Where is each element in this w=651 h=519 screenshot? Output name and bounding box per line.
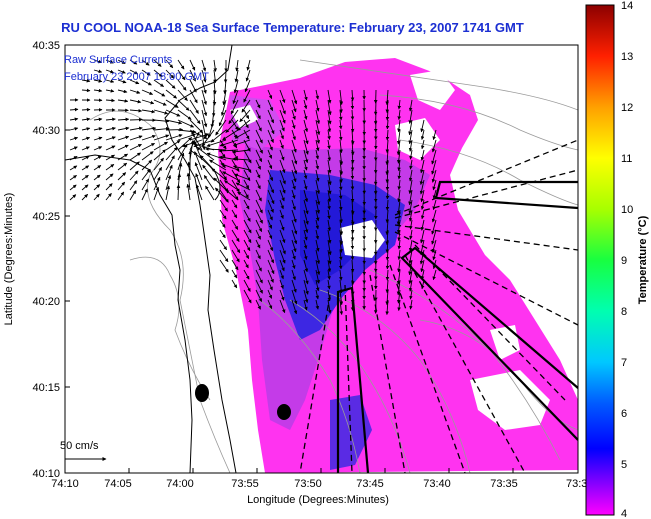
x-tick-label: 73:50 xyxy=(294,478,322,490)
x-tick-label: 73:55 xyxy=(231,478,259,490)
colorbar: 14 13 12 11 10 9 8 7 6 5 4 Temperature (… xyxy=(585,0,649,519)
x-axis: 74:10 74:05 74:00 73:55 73:50 73:45 73:4… xyxy=(51,468,587,490)
colorbar-tick-label: 13 xyxy=(621,51,633,63)
colorbar-tick-label: 9 xyxy=(621,255,627,267)
x-tick-label: 74:05 xyxy=(104,478,132,490)
colorbar-tick-label: 8 xyxy=(621,306,627,318)
transect-boxes xyxy=(336,180,578,473)
colorbar-tick-label: 10 xyxy=(621,204,633,216)
colorbar-tick-label: 14 xyxy=(621,0,633,12)
x-tick-label: 73:40 xyxy=(423,478,451,490)
y-axis-label: Latitude (Degrees:Minutes) xyxy=(3,193,15,326)
colorbar-tick-label: 7 xyxy=(621,357,627,369)
x-tick-label: 73:35 xyxy=(490,478,518,490)
station-marker xyxy=(277,404,291,420)
y-tick-label: 40:35 xyxy=(32,40,60,52)
y-tick-label: 40:25 xyxy=(32,211,60,223)
x-axis-label: Longitude (Degrees:Minutes) xyxy=(247,494,389,506)
colorbar-tick-label: 4 xyxy=(621,508,627,519)
y-axis: 40:35 40:30 40:25 40:20 40:15 40:10 xyxy=(32,40,70,480)
map-title: RU COOL NOAA-18 Sea Surface Temperature:… xyxy=(61,20,524,35)
y-tick-label: 40:20 xyxy=(32,296,60,308)
x-tick-label: 74:10 xyxy=(51,478,79,490)
y-tick-label: 40:15 xyxy=(32,382,60,394)
colorbar-tick-label: 11 xyxy=(621,153,632,165)
overlay-label-1: Raw Surface Currents xyxy=(64,54,173,66)
x-tick-label: 73:3 xyxy=(566,478,587,490)
station-marker xyxy=(195,384,209,402)
colorbar-tick-label: 12 xyxy=(621,102,633,114)
x-tick-label: 74:00 xyxy=(166,478,194,490)
y-tick-label: 40:30 xyxy=(32,125,60,137)
colorbar-label: Temperature (°C) xyxy=(637,215,649,304)
y-tick-label: 40:10 xyxy=(32,468,60,480)
x-tick-label: 73:45 xyxy=(356,478,384,490)
surface-current-vectors xyxy=(69,59,437,316)
scale-label: 50 cm/s xyxy=(60,440,99,452)
colorbar-tick-label: 5 xyxy=(621,459,627,471)
colorbar-tick-label: 6 xyxy=(621,408,627,420)
overlay-label-2: February 23 2007 18:00 GMT xyxy=(64,71,209,83)
